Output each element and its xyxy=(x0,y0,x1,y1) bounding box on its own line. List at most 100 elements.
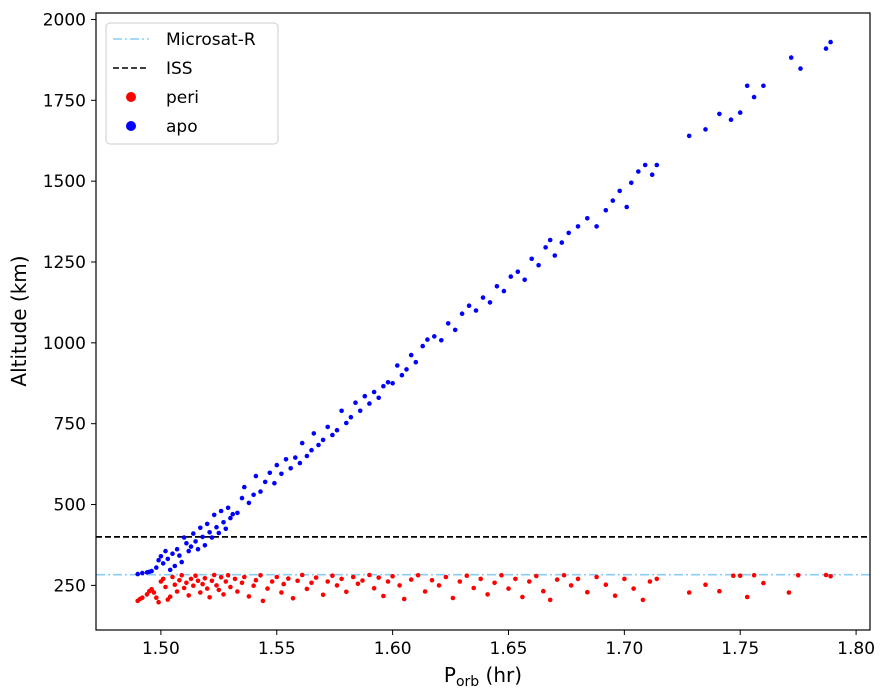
y-axis-label: Altitude (km) xyxy=(7,255,31,386)
apo-point xyxy=(339,408,344,414)
peri-point xyxy=(286,576,291,581)
peri-point xyxy=(603,582,609,587)
peri-point xyxy=(216,587,222,593)
peri-point xyxy=(188,576,194,582)
legend-swatch-peri xyxy=(126,92,136,102)
apo-point xyxy=(149,568,154,574)
peri-point xyxy=(513,576,518,582)
peri-point xyxy=(198,590,203,595)
peri-point xyxy=(163,584,168,590)
peri-point xyxy=(703,582,708,587)
peri-point xyxy=(371,586,377,591)
apo-point xyxy=(246,500,252,506)
apo-point xyxy=(751,94,757,100)
peri-point xyxy=(744,594,750,600)
apo-point xyxy=(158,554,164,559)
peri-point xyxy=(279,590,284,595)
apo-point xyxy=(529,256,534,262)
apo-point xyxy=(371,389,377,395)
apo-point xyxy=(385,380,391,385)
peri-point xyxy=(823,572,829,578)
apo-point xyxy=(603,208,609,213)
peri-point xyxy=(204,586,210,591)
peri-point xyxy=(360,578,365,583)
peri-point xyxy=(401,596,407,602)
peri-point xyxy=(251,583,256,588)
peri-point xyxy=(554,577,560,582)
peri-point xyxy=(242,574,247,580)
peri-point xyxy=(640,597,646,603)
apo-point xyxy=(299,440,305,446)
apo-point xyxy=(316,442,321,448)
apo-point xyxy=(163,548,168,554)
apo-point xyxy=(216,530,222,536)
apo-point xyxy=(399,372,405,378)
peri-point xyxy=(223,579,229,584)
peri-point xyxy=(534,573,539,579)
apo-point xyxy=(439,338,444,343)
apo-point xyxy=(508,274,514,279)
plot-frame xyxy=(95,12,871,631)
apo-point xyxy=(362,393,368,399)
peri-point xyxy=(385,579,391,584)
peri-point xyxy=(350,574,356,580)
apo-point xyxy=(654,162,660,168)
peri-point xyxy=(786,590,792,595)
apo-point xyxy=(348,414,354,420)
apo-point xyxy=(320,437,326,443)
peri-point xyxy=(464,573,470,578)
series-apo xyxy=(135,39,833,577)
apo-point xyxy=(487,300,493,305)
apo-point xyxy=(253,473,259,479)
peri-point xyxy=(547,597,553,603)
apo-point xyxy=(480,295,486,300)
peri-point xyxy=(334,583,340,588)
apo-point xyxy=(154,565,159,570)
peri-point xyxy=(320,592,326,598)
apo-point xyxy=(293,455,298,460)
peri-point xyxy=(390,574,395,579)
peri-point xyxy=(154,595,159,600)
apo-point xyxy=(191,531,196,536)
apo-point xyxy=(242,484,247,490)
apo-point xyxy=(267,470,273,476)
apo-point xyxy=(610,198,616,203)
peri-point xyxy=(239,580,245,586)
peri-point xyxy=(191,583,196,588)
apo-point xyxy=(251,492,256,498)
x-tick-label: 1.60 xyxy=(374,639,412,659)
peri-point xyxy=(478,576,484,582)
apo-point xyxy=(390,381,395,386)
x-axis: 1.50 1.55 1.60 1.65 1.70 1.75 1.80 xyxy=(142,630,875,659)
peri-point xyxy=(415,573,421,578)
peri-point xyxy=(376,575,382,580)
apo-point xyxy=(170,551,175,556)
peri-point xyxy=(717,588,722,594)
y-tick-label: 1750 xyxy=(43,91,86,111)
peri-point xyxy=(612,593,618,598)
apo-point xyxy=(207,530,212,535)
peri-point xyxy=(731,573,736,578)
peri-point xyxy=(429,577,435,583)
legend-label-peri: peri xyxy=(166,88,199,108)
apo-point xyxy=(184,541,189,546)
apo-point xyxy=(744,83,750,89)
apo-point xyxy=(395,363,400,368)
x-axis-label: Porb (hr) xyxy=(444,663,522,690)
peri-point xyxy=(260,598,266,604)
peri-point xyxy=(144,592,150,597)
apo-point xyxy=(566,230,571,236)
peri-point xyxy=(541,588,546,594)
apo-point xyxy=(798,66,803,71)
apo-point xyxy=(642,162,648,168)
peri-point xyxy=(258,573,263,578)
apo-point xyxy=(297,460,303,466)
apo-point xyxy=(283,457,289,462)
peri-point xyxy=(506,586,511,591)
apo-point xyxy=(404,367,409,372)
x-tick-label: 1.55 xyxy=(258,639,296,659)
peri-point xyxy=(485,592,490,597)
peri-point xyxy=(499,573,504,578)
peri-point xyxy=(325,579,331,584)
x-axis-label-subscript: orb xyxy=(456,674,479,690)
